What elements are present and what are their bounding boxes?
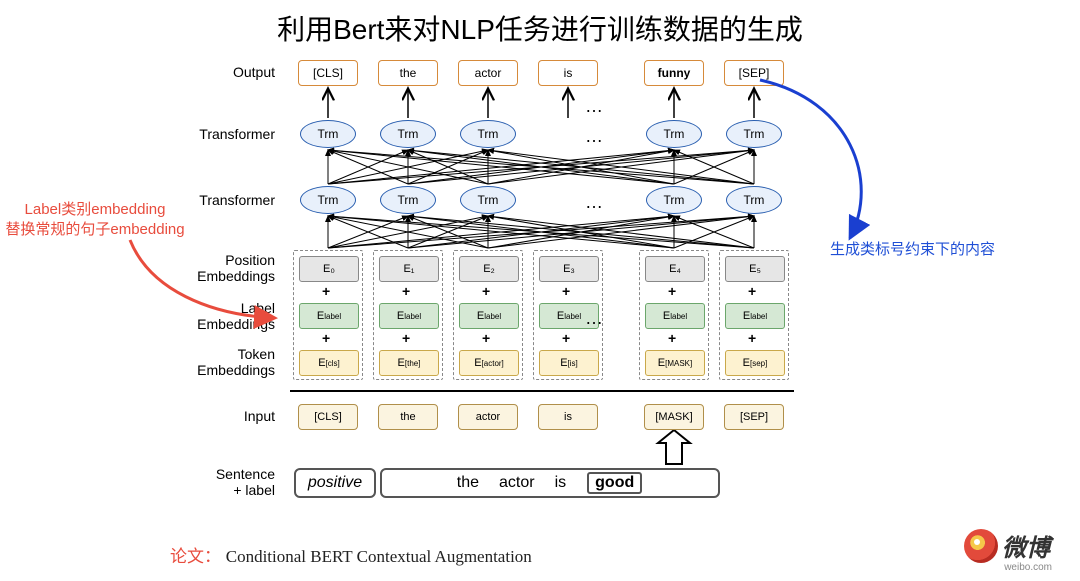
diagram: Output Transformer Transformer Position … bbox=[190, 48, 810, 518]
output-2: actor bbox=[458, 60, 518, 86]
separator-line bbox=[290, 390, 794, 392]
sentence-word-2: is bbox=[555, 474, 567, 492]
embed-group-0: E₀+Elabel+E[cls] bbox=[293, 250, 363, 380]
sentence-bold-word: good bbox=[587, 472, 642, 494]
label-embed-0: Elabel bbox=[299, 303, 359, 329]
citation-text: Conditional BERT Contextual Augmentation bbox=[226, 547, 532, 566]
pos-embed-3: E₃ bbox=[539, 256, 599, 282]
weibo-icon bbox=[964, 529, 998, 563]
pos-embed-4: E₄ bbox=[645, 256, 705, 282]
pos-embed-0: E₀ bbox=[299, 256, 359, 282]
input-4: [MASK] bbox=[644, 404, 704, 430]
weibo-text: 微博 bbox=[1002, 528, 1050, 563]
label-input: Input bbox=[190, 408, 275, 424]
label-pos: Position Embeddings bbox=[190, 252, 275, 284]
input-3: is bbox=[538, 404, 598, 430]
sentence-label: positive bbox=[294, 468, 376, 498]
output-4: funny bbox=[644, 60, 704, 86]
trm-node: Trm bbox=[380, 120, 436, 148]
output-0: [CLS] bbox=[298, 60, 358, 86]
input-1: the bbox=[378, 404, 438, 430]
ellipsis-trm1: … bbox=[585, 126, 603, 147]
label-output: Output bbox=[190, 64, 275, 80]
left-annotation-line1: Label类别embedding bbox=[0, 200, 190, 220]
embed-group-2: E₂+Elabel+E[actor] bbox=[453, 250, 523, 380]
token-embed-3: E[is] bbox=[539, 350, 599, 376]
label-sentence: Sentence + label bbox=[190, 466, 275, 498]
input-2: actor bbox=[458, 404, 518, 430]
left-annotation-line2: 替换常规的句子embedding bbox=[0, 220, 190, 240]
trm-node: Trm bbox=[726, 120, 782, 148]
token-embed-0: E[cls] bbox=[299, 350, 359, 376]
output-3: is bbox=[538, 60, 598, 86]
output-5: [SEP] bbox=[724, 60, 784, 86]
label-embed-4: Elabel bbox=[645, 303, 705, 329]
ellipsis-trm2: … bbox=[585, 192, 603, 213]
input-0: [CLS] bbox=[298, 404, 358, 430]
ellipsis-embed: … bbox=[585, 308, 603, 329]
trm-node: Trm bbox=[300, 186, 356, 214]
pos-embed-2: E₂ bbox=[459, 256, 519, 282]
right-annotation: 生成类标号约束下的内容 bbox=[830, 240, 1070, 260]
trm-node: Trm bbox=[380, 186, 436, 214]
input-5: [SEP] bbox=[724, 404, 784, 430]
token-embed-4: E[MASK] bbox=[645, 350, 705, 376]
embed-group-1: E₁+Elabel+E[the] bbox=[373, 250, 443, 380]
sentence-text: the actor is good bbox=[380, 468, 720, 498]
label-embed-1: Elabel bbox=[379, 303, 439, 329]
trm-node: Trm bbox=[460, 120, 516, 148]
output-1: the bbox=[378, 60, 438, 86]
label-trm2: Transformer bbox=[190, 192, 275, 208]
ellipsis-output: … bbox=[585, 96, 603, 117]
pos-embed-1: E₁ bbox=[379, 256, 439, 282]
trm-node: Trm bbox=[460, 186, 516, 214]
label-label: Label Embeddings bbox=[190, 300, 275, 332]
token-embed-2: E[actor] bbox=[459, 350, 519, 376]
pos-embed-5: E₅ bbox=[725, 256, 785, 282]
sentence-word-1: actor bbox=[499, 474, 535, 492]
weibo-logo: 微博 bbox=[964, 528, 1050, 563]
citation: 论文： Conditional BERT Contextual Augmenta… bbox=[170, 542, 532, 567]
label-embed-5: Elabel bbox=[725, 303, 785, 329]
token-embed-1: E[the] bbox=[379, 350, 439, 376]
weibo-sub: weibo.com bbox=[1004, 562, 1052, 573]
left-annotation: Label类别embedding 替换常规的句子embedding bbox=[0, 200, 190, 239]
embed-group-5: E₅+Elabel+E[sep] bbox=[719, 250, 789, 380]
citation-label: 论文： bbox=[170, 547, 221, 566]
label-token: Token Embeddings bbox=[190, 346, 275, 378]
page-title: 利用Bert来对NLP任务进行训练数据的生成 bbox=[0, 8, 1080, 48]
label-embed-2: Elabel bbox=[459, 303, 519, 329]
trm-node: Trm bbox=[726, 186, 782, 214]
label-trm1: Transformer bbox=[190, 126, 275, 142]
sentence-word-0: the bbox=[457, 474, 479, 492]
trm-node: Trm bbox=[300, 120, 356, 148]
embed-group-4: E₄+Elabel+E[MASK] bbox=[639, 250, 709, 380]
trm-node: Trm bbox=[646, 120, 702, 148]
token-embed-5: E[sep] bbox=[725, 350, 785, 376]
trm-node: Trm bbox=[646, 186, 702, 214]
